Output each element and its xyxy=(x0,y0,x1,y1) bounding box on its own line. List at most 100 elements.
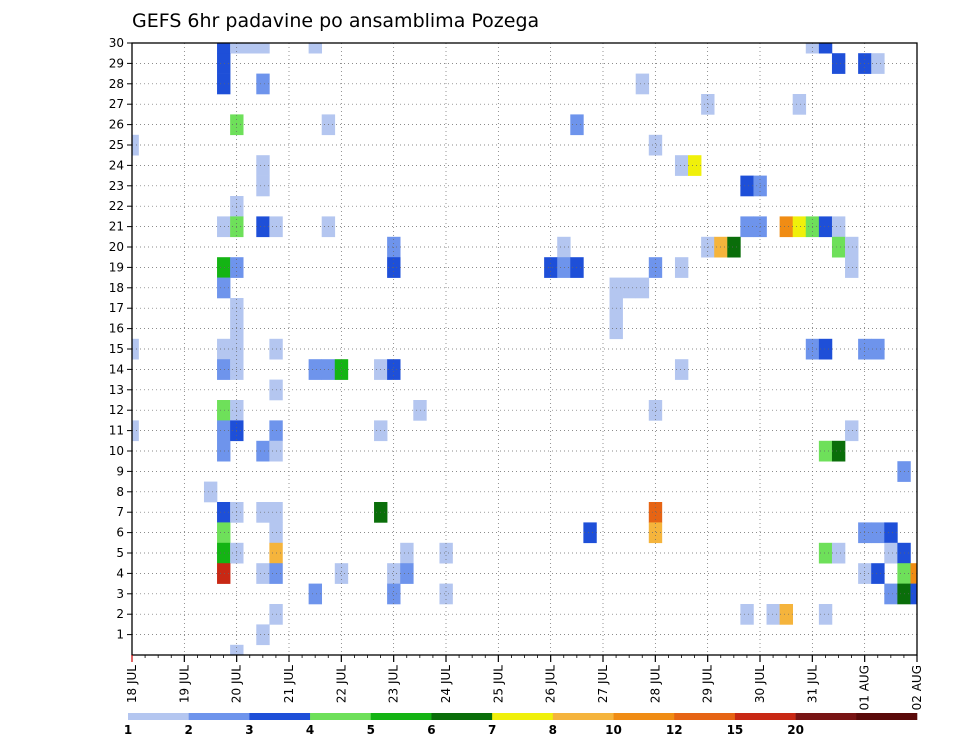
precip-cell xyxy=(217,277,231,299)
precip-cell xyxy=(256,155,270,176)
precip-cell xyxy=(635,277,650,299)
precip-cell xyxy=(635,73,650,95)
x-tick-label: 28 JUL xyxy=(648,665,662,703)
y-tick-label: 1 xyxy=(116,628,124,642)
precip-cell xyxy=(256,216,270,238)
x-tick-label: 23 JUL xyxy=(387,665,401,703)
precip-cell xyxy=(217,359,231,380)
precip-cell xyxy=(387,563,401,584)
precip-cell xyxy=(910,563,918,584)
precip-cell xyxy=(701,94,715,115)
precip-cell xyxy=(884,583,898,605)
precip-cell xyxy=(308,583,323,605)
precip-cell xyxy=(334,359,349,380)
precip-cell xyxy=(688,155,702,176)
precip-cell xyxy=(132,420,139,442)
y-tick-label: 23 xyxy=(109,179,124,193)
precip-cell xyxy=(256,563,270,584)
x-tick-label: 24 JUL xyxy=(439,665,453,703)
colorbar-swatch xyxy=(674,713,736,720)
colorbar-label: 2 xyxy=(185,723,193,737)
precip-cell xyxy=(779,604,794,625)
precip-cell xyxy=(230,644,244,656)
precip-cell xyxy=(871,563,885,584)
colorbar-label: 1 xyxy=(124,723,132,737)
precip-cell xyxy=(132,134,139,156)
precip-cell xyxy=(334,563,349,584)
y-tick-label: 7 xyxy=(116,505,124,519)
precip-cell xyxy=(818,440,833,462)
y-tick-label: 9 xyxy=(116,464,124,478)
colorbar-swatch xyxy=(370,713,432,720)
precip-cell xyxy=(256,624,270,646)
colorbar-swatch xyxy=(552,713,614,720)
precip-cell xyxy=(871,522,885,544)
precip-cell xyxy=(831,440,846,462)
precip-cell xyxy=(387,359,401,380)
colorbar-swatch xyxy=(188,713,250,720)
y-tick-label: 30 xyxy=(109,36,124,50)
precip-cell xyxy=(217,420,231,442)
precip-cell xyxy=(779,216,794,238)
precip-cell xyxy=(884,522,898,544)
colorbar-label: 7 xyxy=(488,723,496,737)
colorbar-swatch xyxy=(249,713,311,720)
precip-cell xyxy=(439,542,453,564)
precip-cell xyxy=(845,257,859,278)
y-tick-label: 3 xyxy=(116,587,124,601)
x-tick-label: 21 JUL xyxy=(282,665,296,703)
precip-cell xyxy=(256,73,270,95)
colorbar-swatch xyxy=(128,713,189,720)
precip-cell xyxy=(256,502,270,523)
colorbar-label: 4 xyxy=(306,723,314,737)
chart-title: GEFS 6hr padavine po ansamblima Pozega xyxy=(132,10,539,32)
y-tick-label: 12 xyxy=(109,403,124,417)
precip-cell xyxy=(400,563,414,584)
y-tick-label: 19 xyxy=(109,260,124,274)
precip-cell xyxy=(766,604,780,625)
x-tick-label: 30 JUL xyxy=(753,665,767,703)
x-tick-label: 01 AUG xyxy=(858,665,872,710)
x-tick-label: 22 JUL xyxy=(334,665,348,703)
precip-cell xyxy=(884,542,898,564)
x-tick-label: 18 JUL xyxy=(125,665,139,703)
precip-cell xyxy=(674,155,689,176)
precip-cell xyxy=(243,43,257,54)
x-tick-label: 31 JUL xyxy=(805,665,819,703)
precip-cell xyxy=(622,277,637,299)
precip-cell xyxy=(831,236,846,258)
y-tick-label: 8 xyxy=(116,485,124,499)
x-tick-label: 26 JUL xyxy=(544,665,558,703)
precip-cell xyxy=(648,134,663,156)
precip-cell xyxy=(557,236,571,258)
precip-cell xyxy=(256,43,270,54)
precip-cell xyxy=(217,440,231,462)
colorbar-label: 15 xyxy=(727,723,744,737)
precip-cell xyxy=(387,583,401,605)
x-tick-label: 29 JUL xyxy=(701,665,715,703)
colorbar-swatch xyxy=(856,713,918,720)
precip-cell xyxy=(648,502,663,523)
precip-cell xyxy=(308,359,323,380)
precip-cell xyxy=(674,359,689,380)
y-tick-label: 27 xyxy=(109,97,124,111)
y-tick-label: 17 xyxy=(109,301,124,315)
precip-cell xyxy=(217,257,231,278)
precip-cell xyxy=(740,175,754,197)
x-tick-label: 19 JUL xyxy=(177,665,191,703)
colorbar-swatch xyxy=(492,713,554,720)
y-tick-label: 24 xyxy=(109,158,124,172)
y-tick-label: 29 xyxy=(109,56,124,70)
y-tick-label: 11 xyxy=(109,424,124,438)
precip-cell xyxy=(648,522,663,544)
precip-cell xyxy=(818,43,833,54)
precip-cell xyxy=(308,43,323,54)
y-tick-label: 26 xyxy=(109,118,124,132)
y-tick-label: 16 xyxy=(109,322,124,336)
precip-cell xyxy=(871,338,885,360)
precip-cell xyxy=(217,338,231,360)
colorbar-label: 5 xyxy=(367,723,375,737)
precip-cell xyxy=(217,400,231,421)
y-tick-label: 15 xyxy=(109,342,124,356)
colorbar-label: 20 xyxy=(787,723,804,737)
